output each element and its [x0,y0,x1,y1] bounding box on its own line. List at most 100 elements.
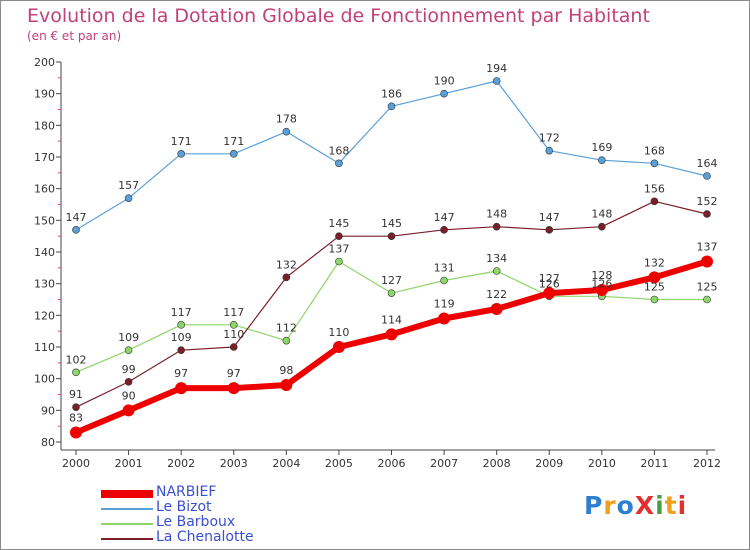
data-point-narbief [490,303,503,315]
y-tick-label: 110 [34,341,55,354]
x-tick-label: 2006 [378,457,406,470]
data-point-le-bizot [598,156,606,164]
data-label-la-chenalotte: 148 [486,208,507,221]
y-tick-label: 120 [34,309,55,322]
data-label-le-barboux: 137 [328,243,349,256]
data-label-le-barboux: 125 [644,281,665,294]
series-layer [70,77,713,439]
data-label-le-barboux: 126 [539,277,560,290]
data-label-la-chenalotte: 156 [644,182,665,195]
data-label-le-bizot: 186 [381,87,402,100]
x-tick-label: 2001 [115,457,143,470]
data-point-narbief [332,341,345,353]
x-tick-label: 2007 [430,457,458,470]
data-point-le-bizot [545,146,554,155]
data-label-le-barboux: 126 [591,277,612,290]
proxiti-logo: ProXiti [584,491,687,520]
data-label-le-bizot: 164 [697,157,718,170]
logo-letter: P [584,491,604,520]
x-tick-label: 2000 [62,457,90,470]
data-point-la-chenalotte [124,378,133,386]
data-label-narbief: 119 [434,298,455,311]
data-label-la-chenalotte: 148 [591,208,612,221]
data-label-le-bizot: 178 [276,113,297,126]
data-point-narbief [70,426,82,439]
data-point-narbief [175,382,188,395]
x-tick-label: 2005 [325,457,353,470]
data-label-le-barboux: 117 [171,306,192,319]
data-point-narbief [438,312,451,325]
series-line-la-chenalotte [75,200,708,408]
x-tick-label: 2011 [640,457,668,470]
chart-title: Evolution de la Dotation Globale de Fonc… [27,5,650,27]
data-point-le-bizot [440,89,448,98]
data-label-narbief: 132 [644,256,665,269]
logo-letter: i [677,491,688,520]
data-point-le-barboux [335,257,343,266]
data-point-narbief [280,379,293,391]
data-point-la-chenalotte [440,226,448,234]
data-point-la-chenalotte [492,222,501,231]
data-point-la-chenalotte [335,232,343,240]
legend-swatch-le-bizot [101,508,153,510]
data-point-le-barboux [387,289,396,297]
data-label-narbief: 83 [69,412,83,425]
y-tick-label: 180 [34,119,55,132]
data-point-la-chenalotte [650,197,659,206]
data-label-le-bizot: 190 [434,75,455,88]
data-point-le-bizot [387,102,396,111]
data-point-le-bizot [282,127,291,136]
data-point-le-bizot [703,172,711,180]
y-tick-label: 170 [34,151,55,164]
data-point-la-chenalotte [598,222,606,231]
data-point-le-bizot [124,194,133,202]
data-label-narbief: 128 [591,269,612,282]
data-label-narbief: 90 [122,389,136,402]
data-point-narbief [543,287,556,300]
data-label-narbief: 97 [227,367,241,380]
series-le-bizot [72,77,711,234]
data-label-la-chenalotte: 91 [69,388,83,401]
legend-label-le-barboux: Le Barboux [156,514,236,530]
data-label-narbief: 137 [697,241,718,254]
legend-item-narbief: NARBIEF [101,484,321,501]
x-tick-label: 2008 [483,457,511,470]
y-tick-label: 130 [34,278,55,291]
data-label-la-chenalotte: 132 [276,258,297,271]
data-label-la-chenalotte: 110 [223,328,244,341]
data-label-le-barboux: 109 [118,331,139,344]
legend-item-le-barboux: Le Barboux [101,514,321,531]
data-point-le-bizot [492,77,501,85]
data-label-le-barboux: 112 [276,322,297,335]
data-label-le-barboux: 131 [434,262,455,275]
data-label-le-bizot: 194 [486,62,507,75]
data-label-le-barboux: 127 [381,274,402,287]
x-tick-label: 2012 [693,457,721,470]
data-point-narbief [648,271,661,284]
data-point-le-barboux [229,321,238,329]
data-point-le-barboux [124,346,133,354]
series-la-chenalotte [72,197,711,411]
y-tick-label: 90 [41,404,55,417]
y-tick-label: 140 [34,246,55,259]
data-label-le-barboux: 102 [66,353,87,366]
data-point-la-chenalotte [177,346,185,354]
legend-label-le-bizot: Le Bizot [156,499,212,515]
data-point-narbief [227,382,240,395]
data-label-la-chenalotte: 147 [539,211,560,224]
data-point-le-bizot [72,226,80,234]
y-tick-label: 200 [34,56,55,69]
logo-letter: X [634,491,656,520]
data-point-la-chenalotte [72,403,80,411]
x-tick-label: 2009 [535,457,563,470]
data-point-le-barboux [650,295,659,304]
legend-label-narbief: NARBIEF [156,484,217,500]
data-point-la-chenalotte [703,210,711,218]
data-label-le-bizot: 171 [223,135,244,148]
data-point-narbief [701,255,713,268]
data-label-le-bizot: 172 [539,132,560,145]
data-label-narbief: 97 [174,367,188,380]
data-label-le-bizot: 168 [328,144,349,157]
data-label-le-bizot: 168 [644,144,665,157]
data-point-le-bizot [335,159,343,168]
